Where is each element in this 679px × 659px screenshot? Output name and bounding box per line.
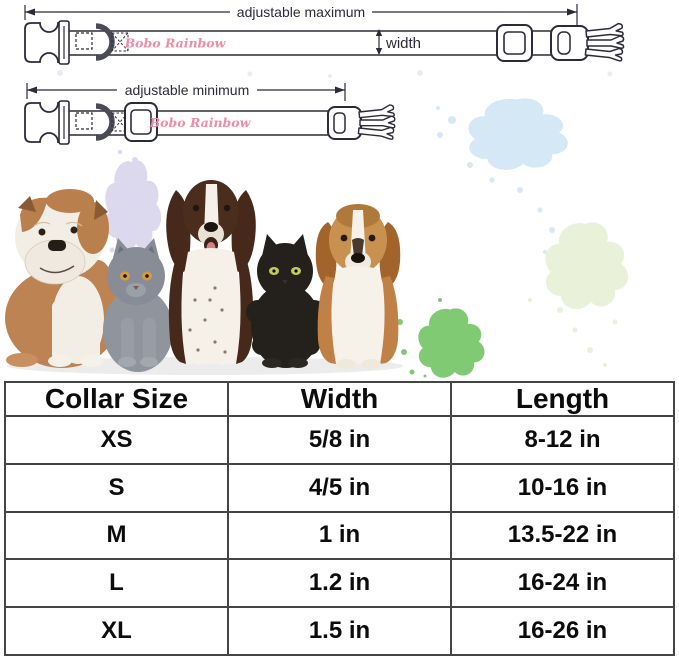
splatter-light-blue [436,98,568,275]
width-cell: 5/8 in [227,415,452,465]
length-cell: 8-12 in [450,415,675,465]
width-dimension: width [375,29,421,55]
faint-dots [57,70,613,78]
length-cell: 16-26 in [450,606,675,656]
female-buckle-and-dring [25,21,128,64]
arrowhead-left-icon [27,86,37,94]
collar-diagrams-and-pets-art: adjustable maximum Bobo Rainbow width [5,4,629,378]
size-table: Collar Size Width Length XS 5/8 in 8-12 … [4,381,675,656]
arrowhead-right-icon [567,8,577,16]
male-buckle [550,22,625,62]
adjustable-maximum-label: adjustable maximum [237,4,365,20]
width-label: width [385,35,421,52]
black-cat [246,234,326,368]
table-row-m: M 1 in 13.5-22 in [4,510,675,561]
collar-diagram-maximum: adjustable maximum Bobo Rainbow width [24,4,625,64]
width-cell: 1 in [227,510,452,561]
table-row-l: L 1.2 in 16-24 in [4,558,675,609]
table-row-s: S 4/5 in 10-16 in [4,462,675,513]
header-width: Width [227,381,452,417]
width-cell: 1.2 in [227,558,452,609]
male-buckle [327,103,396,141]
dimension-line-maximum: adjustable maximum [24,4,578,38]
size-cell: L [4,558,229,609]
width-cell: 1.5 in [227,606,452,656]
length-cell: 13.5-22 in [450,510,675,561]
table-row-xl: XL 1.5 in 16-26 in [4,606,675,656]
size-cell: S [4,462,229,513]
gray-cat [103,238,173,372]
table-row-xs: XS 5/8 in 8-12 in [4,415,675,465]
header-length: Length [450,381,675,417]
triglide-slider [124,102,158,142]
size-cell: M [4,510,229,561]
length-cell: 16-24 in [450,558,675,609]
width-cell: 4/5 in [227,462,452,513]
female-buckle-and-dring [25,101,128,144]
size-table-header-row: Collar Size Width Length [4,381,675,417]
length-cell: 10-16 in [450,462,675,513]
arrowhead-right-icon [335,86,345,94]
collar-diagram-minimum: adjustable minimum Bobo Rainbow [25,82,396,144]
english-bulldog [5,189,119,368]
pets-photo [5,180,403,375]
adjustable-minimum-label: adjustable minimum [125,82,250,98]
brand-logo-text: Bobo Rainbow [149,115,252,130]
splatter-pale-green [528,222,629,367]
springer-spaniel [166,180,256,365]
beagle [315,204,401,369]
header-collar-size: Collar Size [4,381,229,417]
triglide-slider [496,24,533,62]
arrowhead-left-icon [25,8,35,16]
size-cell: XL [4,606,229,656]
dimension-line-minimum: adjustable minimum [26,82,346,101]
size-cell: XS [4,415,229,465]
brand-logo-text: Bobo Rainbow [124,36,227,51]
